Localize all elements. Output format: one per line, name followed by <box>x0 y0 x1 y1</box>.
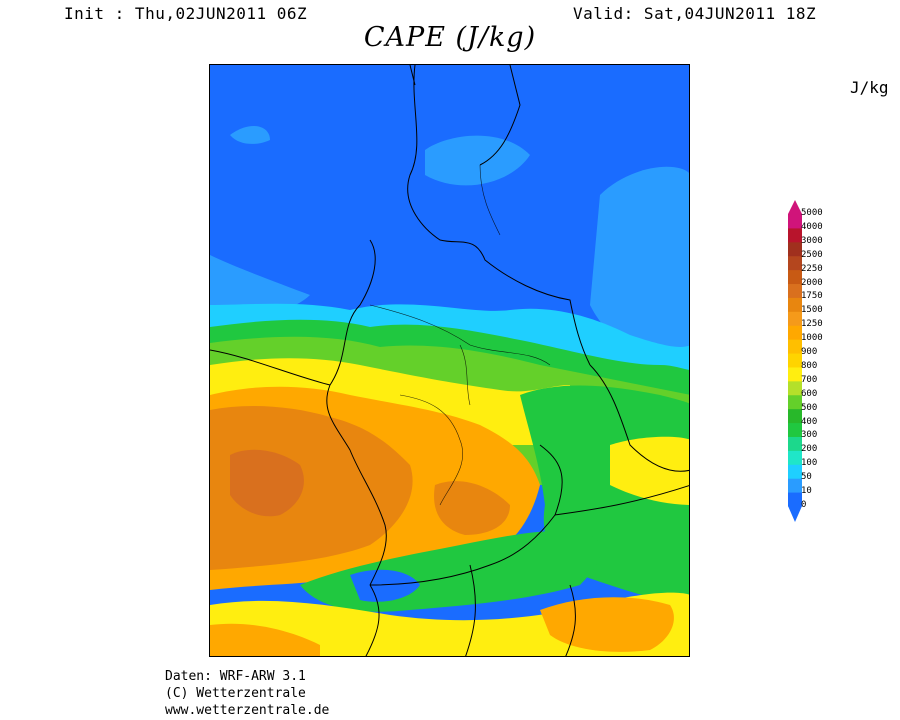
map-title: CAPE (J/kg) <box>363 22 537 53</box>
legend-level-label: 10 <box>801 486 812 497</box>
legend-colorbar <box>788 200 802 522</box>
legend-swatch <box>788 422 802 437</box>
legend-unit: J/kg <box>850 78 889 97</box>
legend-level-label: 3000 <box>801 235 823 246</box>
footer-copyright: (C) Wetterzentrale <box>165 686 306 701</box>
cape-map <box>209 64 690 657</box>
cape-patch <box>210 255 310 317</box>
cape-level-0 <box>350 569 420 602</box>
legend-level-label: 1000 <box>801 333 823 344</box>
cape-field <box>210 65 689 656</box>
legend-level-label: 2250 <box>801 263 823 274</box>
legend-level-label: 2500 <box>801 249 823 260</box>
legend-level-label: 200 <box>801 444 818 455</box>
legend-level-label: 4000 <box>801 221 823 232</box>
legend-swatch <box>788 283 802 298</box>
cape-band-1500 <box>210 405 413 570</box>
cape-patch <box>590 166 689 375</box>
legend-level-label: 300 <box>801 430 818 441</box>
legend-level-label: 700 <box>801 374 818 385</box>
legend-swatch <box>788 436 802 451</box>
cape-band-700 <box>610 436 689 505</box>
color-legend: 0 10 50 100 200 300 400 500 600 700 800 900 1000 1250… <box>788 200 848 522</box>
legend-level-label: 0 <box>801 500 807 510</box>
legend-level-label: 600 <box>801 388 818 399</box>
footer-credits: Daten: WRF-ARW 3.1 (C) Wetterzentrale ww… <box>165 668 329 719</box>
legend-level-label: 1250 <box>801 319 823 330</box>
state-borders <box>369 164 551 506</box>
legend-swatch <box>788 380 802 396</box>
legend-level-label: 400 <box>801 416 818 427</box>
legend-swatch <box>788 241 802 257</box>
legend-level-label: 500 <box>801 402 818 413</box>
legend-swatch <box>788 366 802 382</box>
footer-url[interactable]: www.wetterzentrale.de <box>165 703 330 718</box>
legend-swatch <box>788 492 802 507</box>
cape-band-1000 <box>210 623 320 656</box>
legend-swatch <box>788 214 802 229</box>
init-time: Init : Thu,02JUN2011 06Z <box>64 4 308 23</box>
legend-bottom-arrow <box>788 506 802 522</box>
legend-level-label: 100 <box>801 458 818 469</box>
cape-band-1000 <box>540 597 674 652</box>
legend-swatch <box>788 478 802 493</box>
legend-swatch <box>788 311 802 326</box>
legend-level-label: 50 <box>801 472 812 483</box>
legend-swatch <box>788 325 802 340</box>
legend-swatch <box>788 255 802 271</box>
legend-swatch <box>788 408 802 424</box>
cape-band-1500 <box>434 481 510 535</box>
cape-patch <box>425 135 530 186</box>
legend-level-label: 1500 <box>801 305 823 316</box>
legend-level-label: 2000 <box>801 277 823 288</box>
legend-level-label: 1750 <box>801 291 823 302</box>
legend-level-label: 5000 <box>801 208 823 218</box>
cape-band-1750 <box>230 449 304 517</box>
legend-swatch <box>788 353 802 368</box>
legend-swatch <box>788 464 802 479</box>
legend-swatch <box>788 227 802 243</box>
legend-swatch <box>788 269 802 285</box>
legend-swatch <box>788 394 802 410</box>
footer-data-source: Daten: WRF-ARW 3.1 <box>165 669 306 684</box>
legend-level-label: 900 <box>801 347 818 358</box>
country-borders <box>210 65 689 656</box>
legend-swatch <box>788 297 802 312</box>
legend-swatch <box>788 339 802 354</box>
legend-top-arrow <box>788 200 802 214</box>
cape-patch <box>230 125 270 144</box>
legend-level-label: 800 <box>801 360 818 371</box>
valid-time: Valid: Sat,04JUN2011 18Z <box>573 4 817 23</box>
legend-swatch <box>788 450 802 465</box>
